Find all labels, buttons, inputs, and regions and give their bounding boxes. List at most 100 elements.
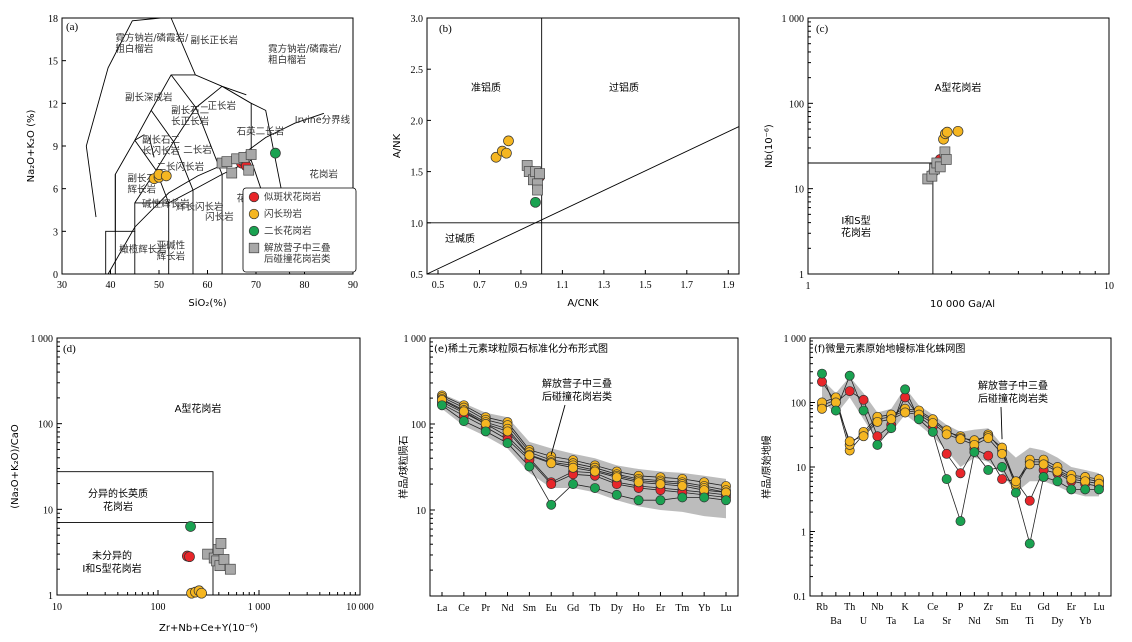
x-tick-label: Dy xyxy=(611,603,623,614)
data-point xyxy=(997,448,1008,459)
field-label: 副长石二 xyxy=(171,104,209,116)
data-point-square xyxy=(224,563,236,575)
field-label: A型花岗岩 xyxy=(935,81,982,94)
data-point xyxy=(1038,472,1049,482)
annotation: 解放营子中三叠 xyxy=(542,377,612,390)
field-label: 闪长岩 xyxy=(205,211,234,223)
x-tick-label: Th xyxy=(844,602,855,613)
annotation: 后碰撞花岗岩类 xyxy=(978,392,1048,405)
x-tick-label: Gd xyxy=(567,603,579,614)
data-point xyxy=(1080,484,1091,495)
field-boundary xyxy=(134,134,145,141)
field-label: 花岗岩 xyxy=(841,226,871,239)
data-point xyxy=(997,474,1008,485)
field-label: 辉长闪长岩 xyxy=(176,201,224,213)
data-point xyxy=(941,448,952,459)
x-tick-label: 1.9 xyxy=(722,280,735,291)
data-point xyxy=(969,447,980,458)
data-point xyxy=(568,479,579,490)
data-point xyxy=(546,479,557,490)
y-tick-label: 10 xyxy=(416,506,426,517)
data-point xyxy=(886,414,897,425)
y-tick-label: 1.0 xyxy=(411,219,424,230)
data-point xyxy=(458,416,469,427)
y-axis-label: 样品/原始地幔 xyxy=(760,435,773,498)
field-boundary xyxy=(134,140,170,274)
x-tick-label: Yb xyxy=(1079,616,1091,627)
y-tick-label: 1 000 xyxy=(31,334,54,345)
data-point-square xyxy=(534,168,545,179)
data-point-square xyxy=(245,149,257,160)
field-label: 长正长岩 xyxy=(171,115,209,127)
data-point xyxy=(1024,459,1035,470)
data-point xyxy=(858,394,869,405)
legend-entry: 闪长玢岩 xyxy=(264,208,302,220)
data-point xyxy=(185,521,196,532)
data-point xyxy=(872,416,883,427)
x-tick-label: Nd xyxy=(968,616,980,627)
y-tick-label: 100 xyxy=(791,399,806,410)
x-tick-label: Dy xyxy=(1051,616,1063,627)
x-tick-label: 10 000 xyxy=(346,602,374,613)
x-tick-label: 40 xyxy=(106,280,116,291)
panel-c: 1 10 1 10 100 1 000 10 000 Ga/Al Nb(10⁻⁶) (c) A型花… xyxy=(764,14,1114,310)
data-point xyxy=(983,465,994,475)
data-point xyxy=(955,434,966,445)
data-point xyxy=(480,426,491,437)
x-tick-label: 10 xyxy=(52,602,62,613)
x-tick-label: Lu xyxy=(720,603,731,614)
data-point xyxy=(611,489,622,500)
data-point xyxy=(997,462,1008,472)
data-point xyxy=(184,551,195,563)
x-tick-label: Ta xyxy=(886,616,896,627)
y-tick-label: 1 xyxy=(801,528,806,539)
field-label: 过碱质 xyxy=(445,232,475,245)
data-point xyxy=(611,472,622,483)
field-label: 辉长岩 xyxy=(127,184,156,196)
data-point xyxy=(633,495,644,506)
x-tick-label: Tb xyxy=(589,603,600,614)
panel-label: (d) xyxy=(63,343,76,355)
x-tick-label: Ba xyxy=(830,616,842,627)
x-tick-label: La xyxy=(437,603,448,614)
data-point xyxy=(524,461,535,472)
y-axis-label: (Na₂O+K₂O)/CaO xyxy=(10,424,21,509)
legend-box xyxy=(242,187,357,273)
panel-a: 30 40 50 60 70 80 90 0 3 6 9 12 15 18 SiO₂(%) Na₂O+K₂O … xyxy=(26,14,358,309)
field-label: 辉长岩 xyxy=(157,250,186,262)
data-point xyxy=(501,147,512,159)
data-point xyxy=(983,433,994,444)
annotation: 后碰撞花岗岩类 xyxy=(542,390,612,403)
panel-e: 10 100 1 000 La Ce Pr Nd Sm Eu Gd Tb Dy Ho Er Tm Yb Lu 样品… xyxy=(397,334,739,614)
field-label: 二长闪长岩 xyxy=(157,161,205,173)
chart-title: (e)稀土元素球粒陨石标准化分布形式图 xyxy=(434,342,608,355)
y-axis-label: 样品/球粒陨石 xyxy=(397,435,410,498)
y-tick-label: 10 xyxy=(796,463,806,474)
field-label: 副长深成岩 xyxy=(125,91,173,103)
data-point xyxy=(900,384,911,395)
data-point xyxy=(677,481,688,491)
x-tick-label: Ho xyxy=(632,603,644,614)
y-tick-label: 2.0 xyxy=(411,116,424,127)
data-point xyxy=(503,135,514,147)
data-point xyxy=(1052,466,1063,477)
data-point xyxy=(196,587,207,599)
y-tick-label: 100 xyxy=(789,99,804,110)
data-point xyxy=(927,418,938,429)
x-axis-label: A/CNK xyxy=(567,298,599,309)
x-tick-label: 1 xyxy=(806,281,811,292)
data-point xyxy=(1052,476,1063,487)
data-point-square xyxy=(248,242,260,254)
legend-entry: 后碰撞花岗岩类 xyxy=(264,253,331,265)
data-point-square xyxy=(215,538,227,549)
y-tick-label: 10 xyxy=(794,185,804,196)
data-point xyxy=(1024,495,1035,506)
data-point xyxy=(1024,538,1035,549)
data-point xyxy=(872,439,883,450)
field-boundary xyxy=(148,137,155,158)
field-label: 碱性辉长岩 xyxy=(142,198,190,210)
data-point xyxy=(458,406,469,417)
x-tick-label: P xyxy=(958,602,964,613)
y-tick-label: 0 xyxy=(53,270,58,281)
